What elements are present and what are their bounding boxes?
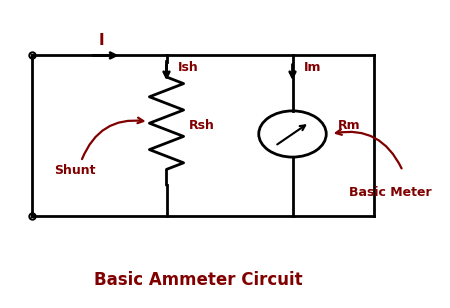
Text: Shunt: Shunt — [54, 164, 95, 177]
Text: Rm: Rm — [338, 120, 360, 132]
Text: Rsh: Rsh — [189, 120, 215, 132]
Text: Ish: Ish — [178, 61, 198, 74]
Text: Basic Ammeter Circuit: Basic Ammeter Circuit — [94, 271, 302, 289]
Text: Basic Meter: Basic Meter — [349, 186, 432, 199]
Text: Im: Im — [304, 61, 321, 74]
Text: I: I — [99, 33, 104, 48]
